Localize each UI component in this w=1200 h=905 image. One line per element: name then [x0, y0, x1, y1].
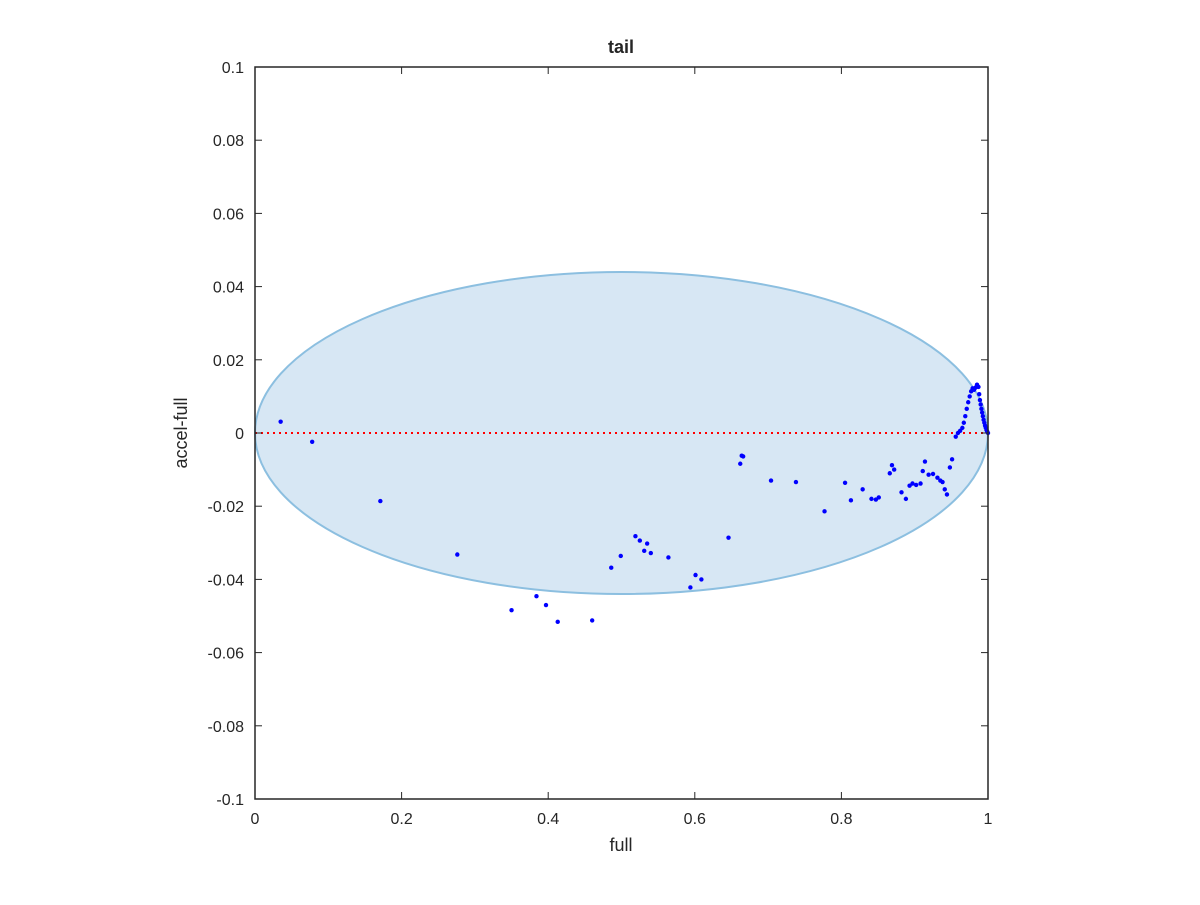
data-point — [918, 481, 923, 486]
data-point — [964, 406, 969, 412]
y-ticks-layer: -0.1 -0.08 -0.06 -0.04 -0.02 0 0.02 0.04 0.06 0.0… — [208, 60, 988, 809]
data-point — [609, 565, 614, 570]
data-point — [949, 457, 955, 462]
data-point — [699, 577, 704, 582]
data-point — [688, 585, 693, 590]
data-point — [842, 480, 848, 485]
data-point — [534, 594, 539, 599]
y-tick-label: 0 — [235, 426, 244, 443]
data-point — [960, 425, 965, 431]
data-point — [869, 496, 874, 502]
data-point — [455, 552, 460, 557]
x-axis-label: full — [609, 835, 632, 855]
data-point — [978, 402, 983, 407]
data-point — [768, 478, 774, 483]
chart-title: tail — [608, 37, 634, 57]
data-point — [961, 420, 967, 425]
data-point — [887, 471, 892, 476]
data-point — [822, 509, 827, 514]
data-point — [963, 413, 968, 419]
y-tick-label: 0.06 — [213, 206, 244, 223]
data-point — [910, 481, 915, 486]
data-point — [666, 555, 671, 560]
y-tick-label: 0.1 — [222, 60, 244, 77]
data-point — [977, 392, 982, 397]
y-tick-label: -0.08 — [208, 719, 245, 736]
data-point — [953, 434, 958, 439]
data-point — [935, 475, 940, 480]
data-point — [942, 487, 947, 492]
data-point — [979, 406, 984, 412]
y-tick-label: -0.1 — [216, 792, 244, 809]
data-point — [976, 384, 981, 390]
data-point — [589, 618, 595, 623]
data-point — [967, 394, 972, 399]
data-point — [891, 467, 897, 472]
data-point — [903, 496, 909, 502]
data-point — [378, 498, 383, 504]
data-point — [860, 487, 865, 492]
y-axis-label: accel-full — [171, 397, 191, 468]
x-tick-label: 1 — [984, 811, 993, 828]
data-point — [543, 602, 549, 608]
data-point — [555, 619, 560, 625]
x-tick-label: 0.8 — [830, 811, 852, 828]
data-point — [913, 482, 919, 488]
data-point — [930, 471, 936, 477]
x-tick-label: 0 — [251, 811, 260, 828]
data-point — [899, 490, 904, 495]
data-point — [738, 461, 743, 466]
y-tick-label: 0.08 — [213, 133, 244, 150]
data-point — [848, 498, 854, 503]
y-tick-label: 0.02 — [213, 353, 244, 370]
data-point — [618, 553, 623, 559]
x-tick-label: 0.2 — [390, 811, 412, 828]
data-point — [278, 419, 283, 424]
y-tick-label: -0.06 — [208, 646, 245, 663]
data-point — [940, 479, 945, 485]
data-point — [944, 492, 950, 497]
data-point — [648, 550, 654, 556]
data-point — [876, 495, 881, 500]
data-point — [726, 535, 731, 540]
data-point — [740, 454, 746, 459]
data-point — [977, 397, 983, 403]
data-point — [309, 439, 315, 444]
data-point — [633, 534, 638, 539]
data-point — [642, 548, 647, 554]
x-tick-label: 0.4 — [537, 811, 559, 828]
y-tick-label: 0.04 — [213, 280, 244, 297]
data-point — [920, 468, 925, 474]
data-point — [509, 607, 514, 613]
x-tick-label: 0.6 — [684, 811, 706, 828]
data-point — [979, 410, 985, 415]
data-point — [926, 472, 931, 477]
data-point — [637, 538, 643, 543]
data-point — [966, 400, 971, 405]
y-tick-label: -0.02 — [208, 499, 245, 516]
y-tick-label: -0.04 — [208, 572, 245, 589]
data-point — [889, 463, 895, 468]
data-point — [793, 479, 799, 485]
data-point — [922, 459, 928, 464]
data-point — [693, 572, 698, 578]
data-point — [644, 541, 650, 546]
data-point — [947, 465, 953, 470]
data-point — [980, 413, 986, 419]
x-ticks-layer: 0 0.2 0.4 0.6 0.8 1 — [251, 67, 993, 828]
